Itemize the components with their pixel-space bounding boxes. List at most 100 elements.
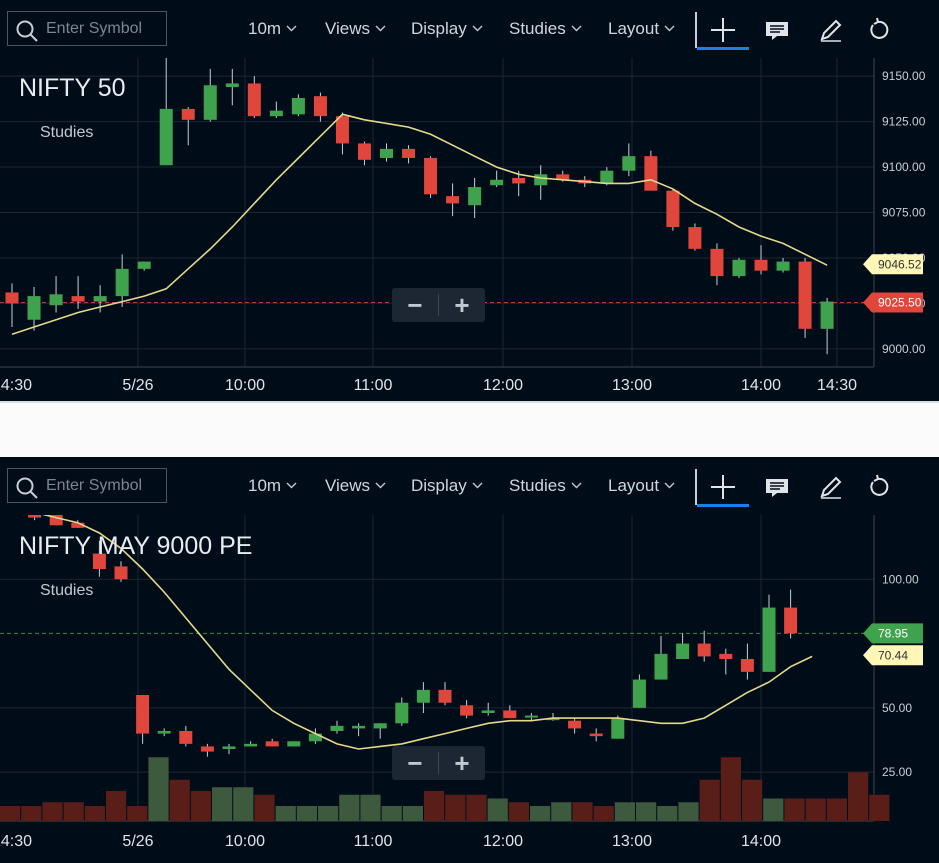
studies-link[interactable]: Studies <box>40 582 94 599</box>
candle-body <box>666 190 680 228</box>
zoom-in-button[interactable]: + <box>454 290 470 320</box>
chevron-down-icon <box>375 25 386 32</box>
reset-icon[interactable] <box>864 16 892 44</box>
volume-bar <box>699 779 720 821</box>
candle-body <box>740 659 754 672</box>
candle-body <box>776 261 790 271</box>
candle-body <box>524 715 538 718</box>
candle <box>568 718 582 734</box>
candle <box>740 643 754 680</box>
candle <box>291 94 305 117</box>
candle <box>244 741 258 747</box>
layout-dropdown[interactable]: Layout <box>608 19 675 39</box>
candle-body <box>203 85 217 120</box>
chevron-down-icon <box>286 482 297 489</box>
zoom-in-button[interactable]: + <box>454 748 470 778</box>
symbol-search[interactable]: Enter Symbol <box>7 468 167 503</box>
comment-icon[interactable] <box>763 473 791 501</box>
views-dropdown[interactable]: Views <box>325 476 386 496</box>
candle-body <box>446 196 460 204</box>
candle-body <box>546 718 560 721</box>
candle-body <box>308 733 322 742</box>
candle <box>622 143 636 177</box>
candle-body <box>159 108 173 166</box>
display-dropdown[interactable]: Display <box>411 476 483 496</box>
x-tick-label: 11:00 <box>354 377 393 394</box>
candle-body <box>92 553 106 569</box>
candle-body <box>395 702 409 724</box>
candle-body <box>269 110 283 117</box>
moving-average-line <box>11 113 828 336</box>
interval-dropdown[interactable]: 10m <box>248 476 297 496</box>
candle <box>247 76 261 118</box>
comment-icon[interactable] <box>763 16 791 44</box>
volume-bar <box>614 802 635 821</box>
candle <box>71 520 85 528</box>
chart-background <box>0 58 939 401</box>
candle-body <box>589 733 603 737</box>
panel-gap <box>0 401 939 457</box>
candle <box>395 697 409 726</box>
pencil-icon[interactable] <box>817 473 845 501</box>
volume-bar <box>402 806 423 821</box>
candle-body <box>49 515 63 526</box>
pencil-icon[interactable] <box>817 16 845 44</box>
candle-body <box>416 689 430 703</box>
zoom-out-button[interactable]: − <box>407 748 423 778</box>
views-dropdown[interactable]: Views <box>325 19 386 39</box>
display-dropdown[interactable]: Display <box>411 19 483 39</box>
moving-average-price-tag: 70.44 <box>863 645 923 666</box>
x-tick-label: 10:00 <box>225 833 265 850</box>
layout-dropdown[interactable]: Layout <box>608 476 675 496</box>
studies-dropdown[interactable]: Studies <box>509 476 582 496</box>
candle <box>798 257 812 338</box>
interval-dropdown[interactable]: 10m <box>248 19 297 39</box>
layout-label: Layout <box>608 19 660 38</box>
x-tick-label: 5/26 <box>122 833 153 850</box>
search-icon <box>16 20 38 42</box>
candle <box>424 156 438 198</box>
volume-bar <box>127 806 148 821</box>
layout-label: Layout <box>608 476 660 495</box>
candle-body <box>754 259 768 271</box>
chart-panel-bottom: Enter Symbol 10m Views Display Studies L… <box>0 457 939 863</box>
candle <box>225 68 239 106</box>
candle-body <box>719 653 733 659</box>
reset-icon[interactable] <box>864 473 892 501</box>
studies-link[interactable]: Studies <box>40 124 94 141</box>
candle <box>71 276 85 309</box>
price-chart[interactable]: 25.00 50.00 100.00 78.95 70.44 14:30 5/26 10:00… <box>0 515 939 863</box>
candle-body <box>335 116 349 144</box>
volume-bar <box>169 779 190 821</box>
toolbar-divider <box>695 12 697 48</box>
candle-body <box>438 689 452 703</box>
zoom-out-button[interactable]: − <box>407 290 423 320</box>
zoom-controls: − + <box>392 746 485 780</box>
candle <box>200 743 214 757</box>
symbol-search[interactable]: Enter Symbol <box>7 11 167 46</box>
y-tick-label: 9075.00 <box>882 206 926 220</box>
candle-body <box>313 96 327 117</box>
candle <box>524 713 538 721</box>
volume-bar <box>318 806 339 821</box>
x-tick-label: 5/26 <box>122 377 153 394</box>
crosshair-icon[interactable] <box>709 473 737 501</box>
price-tag-label: 9046.52 <box>878 257 922 271</box>
x-tick-label: 14:30 <box>817 377 857 394</box>
views-label: Views <box>325 19 371 38</box>
volume-bar <box>21 806 42 821</box>
volume-bar <box>106 791 127 821</box>
candle-body <box>157 731 171 734</box>
price-tag-label: 70.44 <box>878 648 908 662</box>
candle <box>697 630 711 662</box>
candle <box>136 695 150 744</box>
candle-body <box>644 156 658 191</box>
search-placeholder: Enter Symbol <box>46 20 143 37</box>
studies-dropdown[interactable]: Studies <box>509 19 582 39</box>
crosshair-icon[interactable] <box>709 16 737 44</box>
y-tick-label: 100.00 <box>882 572 919 586</box>
candle-body <box>622 156 636 171</box>
candle <box>481 702 495 716</box>
price-chart[interactable]: 9000.009025.009050.009075.009100.009125.… <box>0 58 939 401</box>
candle <box>27 287 41 331</box>
